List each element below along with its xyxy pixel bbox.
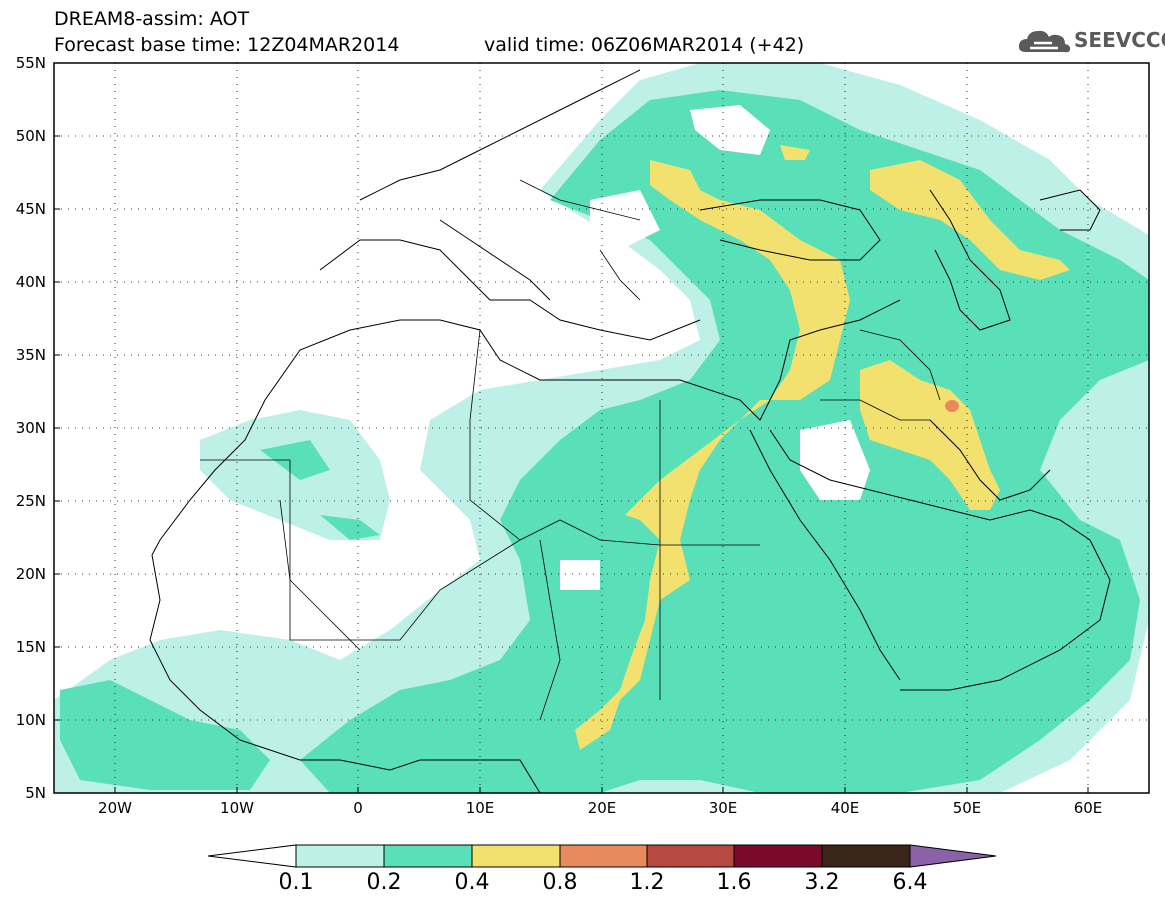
aot-field [54, 63, 1149, 793]
colorbar-label: 3.2 [804, 870, 840, 895]
axis-ticks [54, 62, 1089, 793]
colorbar-label: 1.2 [629, 870, 665, 895]
colorbar-swatch [471, 844, 561, 868]
colorbar-swatch [383, 844, 473, 868]
lat-label: 35N [15, 346, 46, 364]
forecast-base-time: Forecast base time: 12Z04MAR2014 [54, 34, 400, 56]
colorbar [207, 844, 997, 868]
colorbar-label: 1.6 [716, 870, 752, 895]
lon-label: 50E [952, 799, 982, 817]
lon-label: 40E [830, 799, 860, 817]
cloud-icon [1018, 30, 1071, 53]
colorbar-swatch [295, 844, 385, 868]
colorbar-label: 0.1 [278, 870, 314, 895]
lat-label: 25N [15, 492, 46, 510]
aot-band-0.2 [60, 90, 1149, 793]
lat-label: 40N [15, 273, 46, 291]
lon-label: 0 [353, 799, 363, 817]
colorbar-swatch [733, 844, 823, 868]
colorbar-over-arrow [909, 844, 997, 868]
coastlines [149, 69, 1111, 793]
lat-label: 20N [15, 565, 46, 583]
lon-label: 20W [98, 799, 132, 817]
lat-label: 10N [15, 711, 46, 729]
lon-label: 10E [465, 799, 495, 817]
lat-label: 5N [25, 784, 46, 802]
lon-label: 30E [708, 799, 738, 817]
colorbar-swatch [559, 844, 648, 868]
borders [200, 179, 941, 721]
colorbar-label: 0.4 [454, 870, 490, 895]
colorbar-under-arrow [207, 844, 297, 868]
aot-clear-areas [560, 105, 870, 590]
chart-title: DREAM8-assim: AOT [54, 8, 250, 30]
aot-band-0.8 [945, 400, 959, 412]
lat-label: 15N [15, 638, 46, 656]
lat-label: 45N [15, 200, 46, 218]
lon-label: 20E [587, 799, 617, 817]
colorbar-label: 6.4 [892, 870, 928, 895]
graticule [54, 63, 1149, 793]
colorbar-swatch [646, 844, 735, 868]
lat-label: 55N [15, 54, 46, 72]
valid-time: valid time: 06Z06MAR2014 (+42) [484, 34, 805, 56]
lon-label: 60E [1073, 799, 1103, 817]
lon-label: 10W [220, 799, 254, 817]
aot-band-0.4 [575, 145, 1070, 750]
seevccc-logo: SEEVCCC [1018, 26, 1165, 54]
logo-text: SEEVCCC [1074, 28, 1165, 52]
colorbar-swatch [821, 844, 911, 868]
lat-label: 50N [15, 127, 46, 145]
colorbar-label: 0.2 [366, 870, 402, 895]
colorbar-label: 0.8 [542, 870, 578, 895]
lat-label: 30N [15, 419, 46, 437]
